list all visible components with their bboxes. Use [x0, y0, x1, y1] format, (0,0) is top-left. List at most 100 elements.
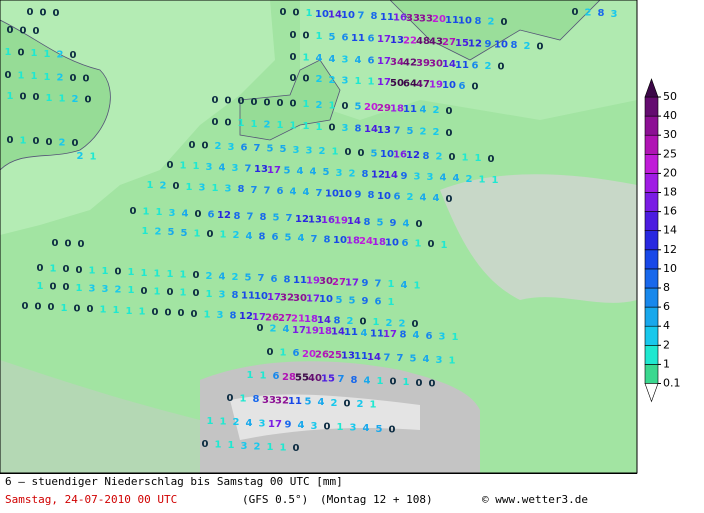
grid-value: 15: [455, 38, 469, 49]
grid-value: 6: [271, 274, 278, 285]
grid-value: 19: [305, 325, 319, 336]
grid-value: 7: [358, 11, 365, 22]
grid-value: 0: [389, 424, 396, 435]
legend-swatch: [644, 364, 659, 384]
grid-value: 4: [318, 397, 325, 408]
grid-value: 4: [363, 423, 370, 434]
legend-swatch: [644, 115, 659, 136]
grid-value: 6: [472, 60, 479, 71]
grid-value: 1: [37, 281, 44, 292]
grid-value: 11: [403, 104, 417, 115]
grid-value: 4: [246, 231, 253, 242]
grid-value: 11: [380, 12, 394, 23]
legend-label: 4: [663, 319, 670, 332]
grid-value: 1: [76, 283, 83, 294]
grid-value: 4: [440, 173, 447, 184]
grid-value: 3: [611, 9, 618, 20]
grid-value: 0: [293, 8, 300, 19]
grid-value: 1: [240, 394, 247, 405]
grid-value: 1: [329, 100, 336, 111]
grid-value: 5: [267, 144, 274, 155]
legend-swatch: [644, 173, 659, 193]
grid-value: 7: [264, 185, 271, 196]
grid-value: 4: [182, 208, 189, 219]
grid-value: 22: [403, 35, 417, 46]
grid-value: 6: [273, 371, 280, 382]
grid-value: 1: [147, 180, 154, 191]
grid-value: 10: [385, 237, 399, 248]
grid-value: 4: [423, 354, 430, 365]
grid-value: 1: [449, 355, 456, 366]
grid-value: 1: [180, 161, 187, 172]
grid-value: 0: [446, 194, 453, 205]
grid-value: 3: [293, 145, 300, 156]
grid-value: 0: [18, 48, 25, 59]
grid-value: 5: [371, 148, 378, 159]
grid-value: 2: [59, 137, 66, 148]
grid-value: 0: [303, 31, 310, 42]
grid-value: 14: [328, 9, 342, 20]
grid-value: 10: [325, 188, 339, 199]
grid-value: 5: [284, 165, 291, 176]
grid-value: 6: [426, 331, 433, 342]
grid-value: 0: [63, 264, 70, 275]
grid-value: 2: [155, 227, 162, 238]
grid-value: 2: [488, 17, 495, 28]
grid-value: 8: [234, 211, 241, 222]
grid-value: 3: [311, 421, 318, 432]
grid-value: 1: [492, 175, 499, 186]
legend-swatch: [644, 344, 659, 365]
grid-value: 3: [89, 283, 96, 294]
grid-value: 0: [195, 209, 202, 220]
grid-value: 0: [191, 309, 198, 320]
grid-value: 17: [252, 312, 266, 323]
grid-value: 2: [585, 8, 592, 19]
grid-value: 4: [453, 173, 460, 184]
grid-value: 1: [180, 288, 187, 299]
grid-value: 11: [445, 15, 459, 26]
grid-value: 7: [254, 143, 261, 154]
grid-value: 0: [20, 26, 27, 37]
grid-value: 0: [267, 347, 274, 358]
grid-value: 8: [334, 315, 341, 326]
legend-label: 1: [663, 357, 670, 370]
grid-value: 11: [241, 291, 255, 302]
grid-value: 12: [468, 38, 482, 49]
grid-value: 10: [377, 191, 391, 202]
grid-value: 16: [393, 12, 407, 23]
grid-value: 2: [524, 41, 531, 52]
grid-value: 14: [384, 170, 398, 181]
grid-value: 6: [402, 238, 409, 249]
grid-value: 1: [154, 268, 161, 279]
grid-value: 4: [403, 219, 410, 230]
grid-value: 3: [342, 75, 349, 86]
grid-value: 4: [355, 55, 362, 66]
grid-value: 0: [72, 138, 79, 149]
grid-value: 8: [238, 184, 245, 195]
grid-value: 1: [142, 226, 149, 237]
grid-value: 8: [511, 40, 518, 51]
grid-value: 2: [316, 100, 323, 111]
grid-value: 4: [290, 187, 297, 198]
grid-value: 1: [403, 377, 410, 388]
grid-value: 1: [267, 442, 274, 453]
grid-value: 6: [368, 56, 375, 67]
grid-value: 26: [315, 349, 329, 360]
legend-swatch: [644, 134, 659, 155]
grid-value: 1: [475, 153, 482, 164]
grid-value: 7: [316, 188, 323, 199]
legend-label: 20: [663, 166, 677, 179]
footer-title: 6 — stuendiger Niederschlag bis Samstag …: [5, 475, 343, 488]
grid-value: 18: [346, 236, 360, 247]
grid-value: 0: [429, 378, 436, 389]
grid-value: 8: [362, 169, 369, 180]
grid-value: 1: [337, 422, 344, 433]
grid-value: 0: [130, 206, 137, 217]
grid-value: 13: [308, 214, 322, 225]
grid-value: 6: [293, 348, 300, 359]
grid-value: 3: [350, 423, 357, 434]
grid-value: 9: [355, 190, 362, 201]
grid-value: 0: [290, 30, 297, 41]
grid-value: 50: [390, 78, 404, 89]
grid-value: 4: [310, 167, 317, 178]
